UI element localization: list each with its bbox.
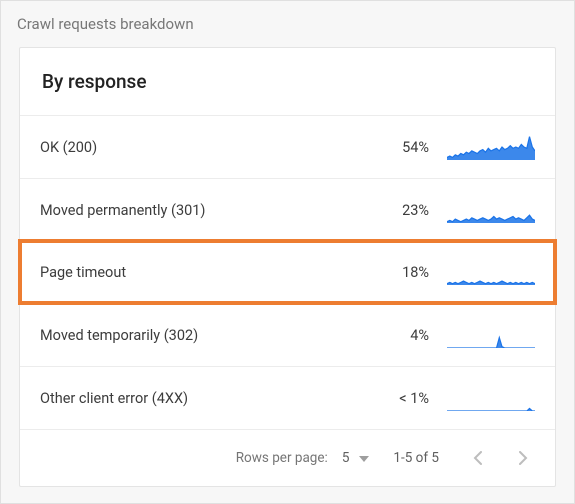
response-row[interactable]: Moved temporarily (302)4%	[20, 303, 555, 366]
response-label: Other client error (4XX)	[40, 390, 385, 407]
response-label: Page timeout	[40, 264, 385, 281]
response-row[interactable]: Other client error (4XX)< 1%	[20, 366, 555, 429]
response-label: Moved temporarily (302)	[40, 327, 385, 344]
response-label: Moved permanently (301)	[40, 202, 385, 219]
table-footer: Rows per page: 5 1-5 of 5	[20, 429, 555, 486]
card-title: By response	[20, 48, 555, 115]
prev-page-button[interactable]	[463, 444, 491, 472]
sparkline	[447, 385, 535, 411]
response-value: 23%	[385, 202, 447, 219]
panel-title: Crawl requests breakdown	[1, 1, 574, 43]
sparkline	[447, 259, 535, 285]
response-value: 54%	[385, 139, 447, 156]
response-row[interactable]: Page timeout18%	[18, 239, 557, 305]
response-rows: OK (200)54%Moved permanently (301)23%Pag…	[20, 115, 555, 429]
response-row[interactable]: OK (200)54%	[20, 115, 555, 178]
pagination-range: 1-5 of 5	[393, 450, 439, 466]
response-value: 4%	[385, 327, 447, 344]
sparkline	[447, 322, 535, 348]
response-row[interactable]: Moved permanently (301)23%	[20, 178, 555, 241]
sparkline	[447, 134, 535, 160]
panel-outer: Crawl requests breakdown By response OK …	[0, 0, 575, 504]
response-value: 18%	[385, 264, 447, 281]
response-card: By response OK (200)54%Moved permanently…	[19, 47, 556, 487]
next-page-button[interactable]	[509, 444, 537, 472]
sparkline	[447, 197, 535, 223]
dropdown-icon	[359, 450, 369, 466]
response-value: < 1%	[385, 390, 447, 407]
response-label: OK (200)	[40, 139, 385, 156]
rows-per-page-value: 5	[342, 450, 350, 466]
rows-per-page-label: Rows per page:	[236, 450, 328, 466]
rows-per-page[interactable]: Rows per page: 5	[236, 450, 370, 466]
